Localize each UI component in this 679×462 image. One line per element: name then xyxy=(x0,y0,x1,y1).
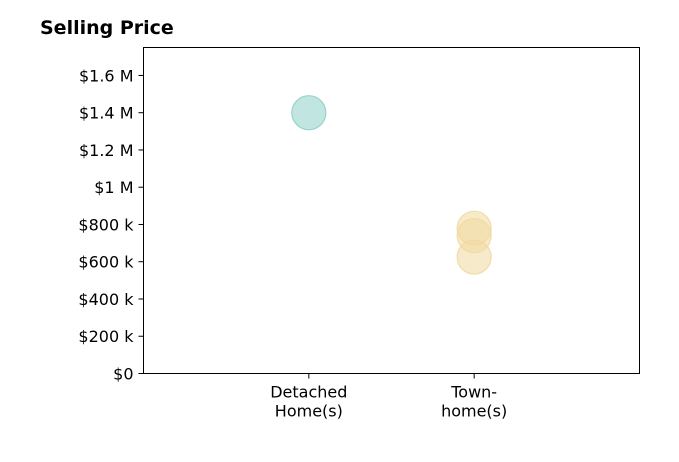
x-tick-label: Town- xyxy=(450,383,497,402)
x-tick-label: home(s) xyxy=(441,402,507,421)
y-tick-label: $1.2 M xyxy=(79,141,134,160)
data-point xyxy=(456,239,492,275)
x-tick-label: Detached xyxy=(270,383,347,402)
y-tick-label: $0 xyxy=(113,365,133,384)
y-axis: $0 $200 k $400 k $600 k $800 k $1 M $1.2 M $1.4… xyxy=(78,66,144,384)
y-tick-label: $600 k xyxy=(78,253,134,272)
x-tick-label: Home(s) xyxy=(275,402,343,421)
y-tick-label: $1 M xyxy=(94,178,133,197)
y-tick-label: $200 k xyxy=(78,327,134,346)
y-tick-label: $1.6 M xyxy=(79,66,134,85)
y-tick-label: $400 k xyxy=(78,290,134,309)
plot-frame xyxy=(143,47,640,374)
data-points xyxy=(291,95,492,275)
y-tick-label: $1.4 M xyxy=(79,104,134,123)
data-point xyxy=(291,95,327,131)
y-tick-label: $800 k xyxy=(78,215,134,234)
chart-title: Selling Price xyxy=(40,17,174,39)
